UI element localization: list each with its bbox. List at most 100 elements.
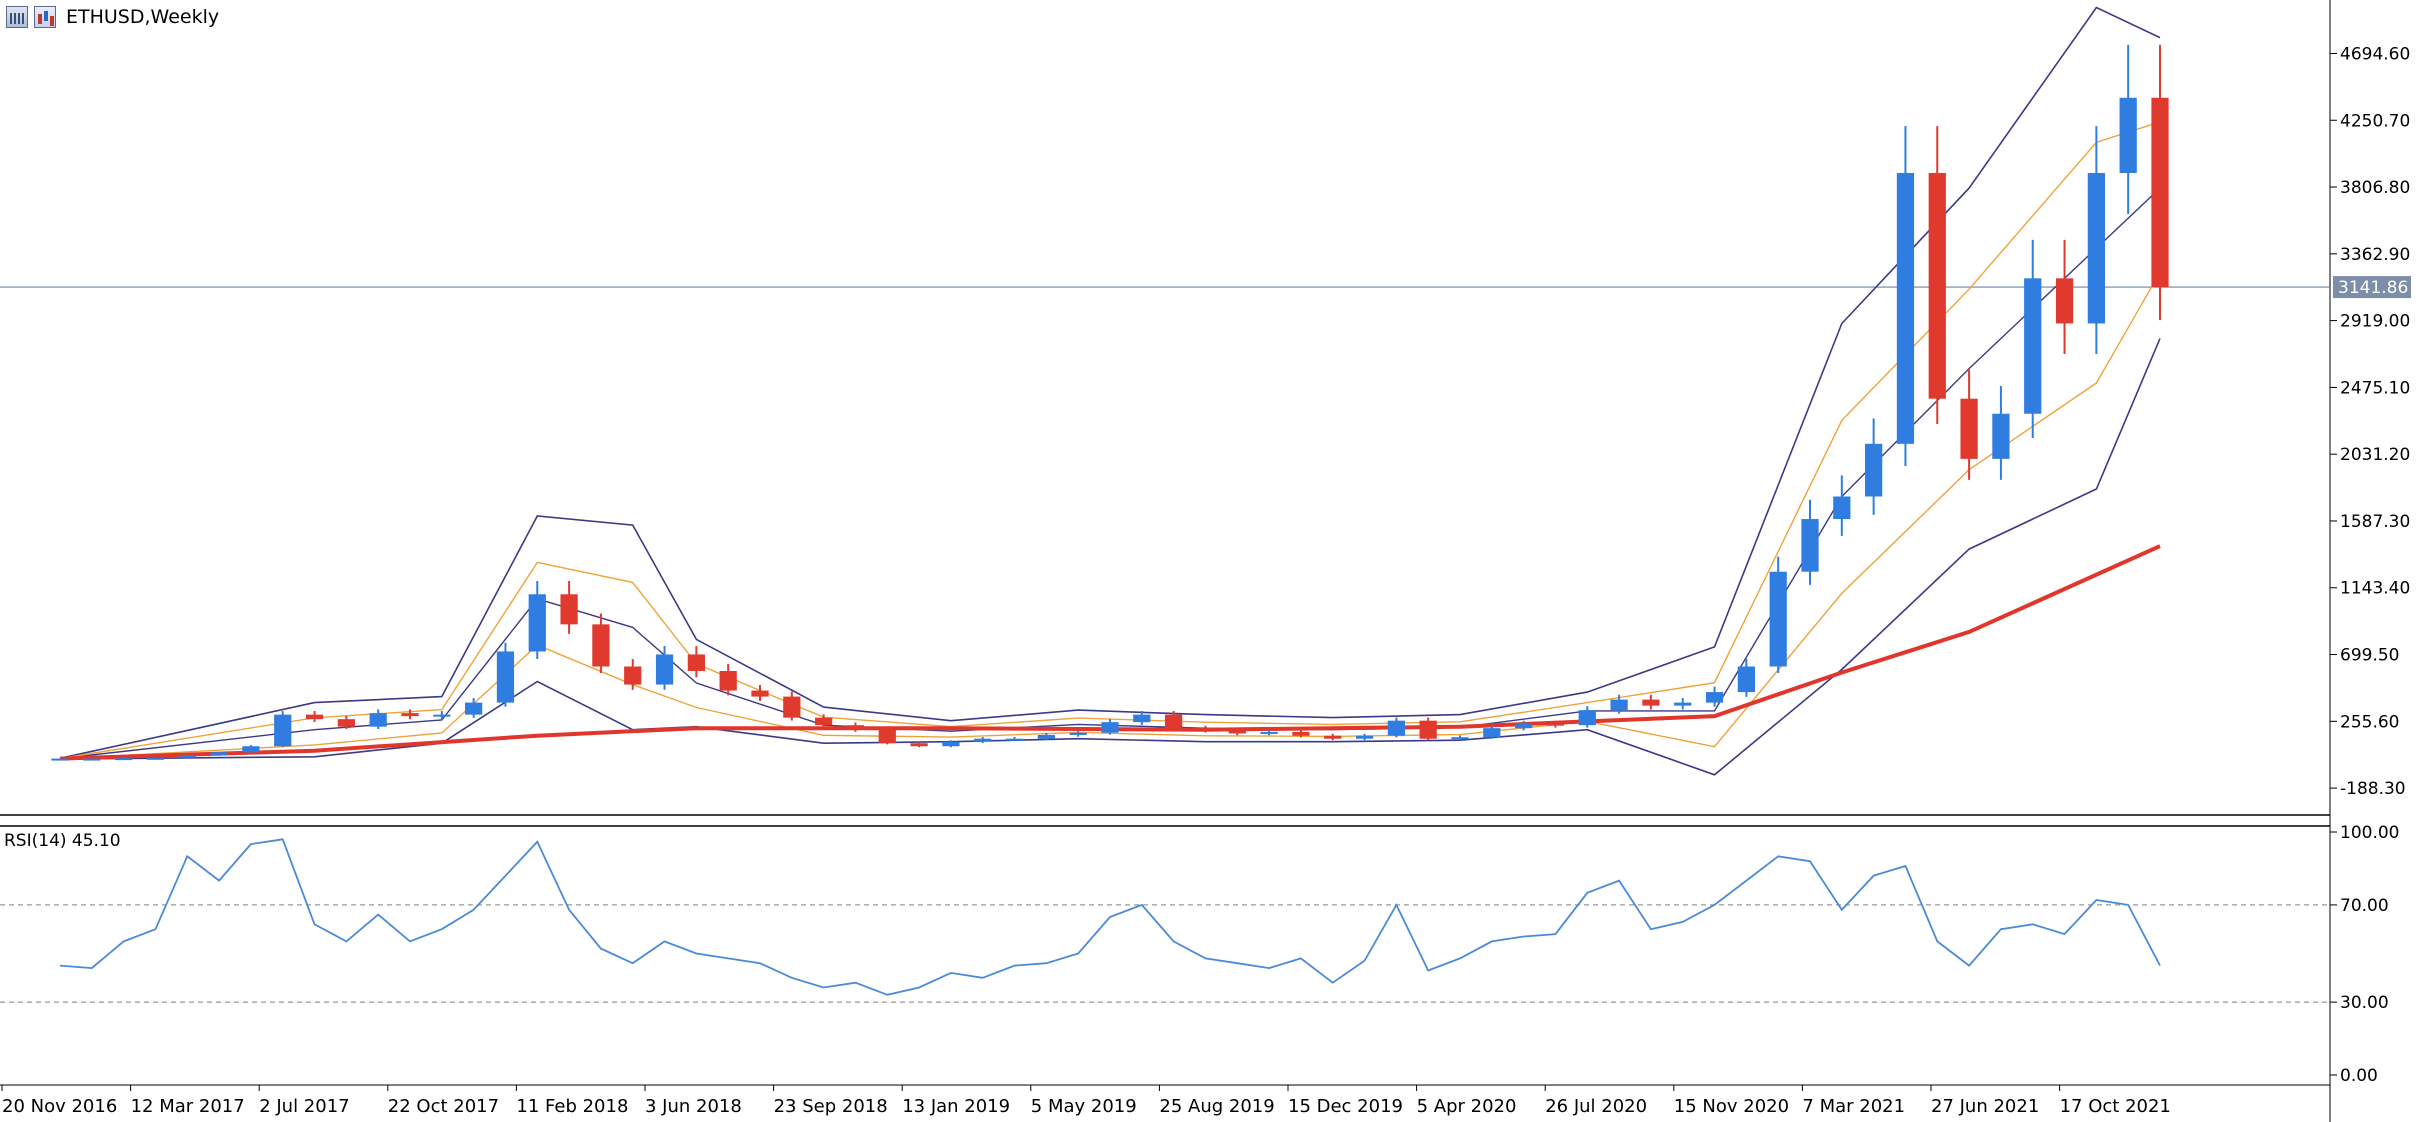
candle-body[interactable] (1228, 730, 1246, 734)
time-tick-label: 3 Jun 2018 (645, 1096, 742, 1117)
candle-body[interactable] (496, 651, 515, 703)
candle-body[interactable] (433, 714, 451, 717)
chart-header: ETHUSD,Weekly (6, 4, 219, 30)
candle-body[interactable] (1960, 398, 1978, 459)
candle-body[interactable] (1005, 738, 1024, 741)
time-tick-label: 22 Oct 2017 (388, 1096, 499, 1117)
candle-body[interactable] (1642, 699, 1660, 706)
candle-body[interactable] (1610, 699, 1628, 711)
candle-body[interactable] (242, 746, 260, 753)
candle-body[interactable] (1928, 173, 1946, 399)
time-tick-label: 5 May 2019 (1031, 1096, 1137, 1117)
candle-body[interactable] (1833, 496, 1851, 520)
candle-body[interactable] (655, 654, 674, 685)
candle-body[interactable] (528, 594, 546, 652)
price-tick-label: 4694.60 (2340, 44, 2410, 64)
candle-body[interactable] (465, 702, 483, 715)
price-tick-label: 1143.40 (2340, 579, 2410, 599)
candle-body[interactable] (401, 713, 419, 717)
candle-body[interactable] (719, 671, 737, 691)
candle-body[interactable] (1324, 735, 1342, 739)
price-tick-label: 2475.10 (2340, 378, 2410, 398)
candle-body[interactable] (1101, 722, 1119, 733)
candle-body[interactable] (1196, 728, 1215, 731)
candle-body[interactable] (1483, 728, 1501, 738)
candle-body[interactable] (178, 755, 196, 758)
candle-body[interactable] (1801, 519, 1819, 572)
candle-body[interactable] (146, 757, 165, 760)
candle-body[interactable] (783, 696, 801, 718)
candle-body[interactable] (305, 714, 324, 720)
candle-body[interactable] (2055, 278, 2074, 324)
candle-body[interactable] (337, 719, 355, 727)
time-tick-label: 27 Jun 2021 (1931, 1096, 2039, 1117)
candle-body[interactable] (2024, 278, 2042, 414)
time-tick-label: 7 Mar 2021 (1802, 1096, 1905, 1117)
price-tick-label: 699.50 (2340, 646, 2399, 666)
candle-body[interactable] (1451, 737, 1469, 740)
price-tick-label: 255.60 (2340, 712, 2399, 732)
rsi-title: RSI(14) 45.10 (4, 831, 121, 851)
candle-body[interactable] (1260, 731, 1278, 734)
candle-body[interactable] (1769, 571, 1787, 667)
time-tick-label: 25 Aug 2019 (1159, 1096, 1274, 1117)
candle-body[interactable] (1069, 732, 1087, 735)
rsi-tick-label: 100.00 (2340, 823, 2399, 843)
candle-body[interactable] (51, 758, 69, 761)
candle-body[interactable] (1292, 731, 1310, 736)
symbol-title: ETHUSD,Weekly (66, 6, 220, 28)
calendar-icon[interactable] (6, 6, 28, 28)
candle-body[interactable] (1037, 734, 1055, 739)
candle-body[interactable] (1355, 735, 1374, 739)
candle-body[interactable] (274, 714, 292, 747)
price-tick-label: 4250.70 (2340, 111, 2410, 131)
price-tick-label: 2919.00 (2340, 312, 2410, 332)
candle-body[interactable] (878, 729, 896, 744)
envelope-lower-line (59, 271, 2161, 760)
time-tick-label: 5 Apr 2020 (1417, 1096, 1517, 1117)
candle-body[interactable] (846, 725, 865, 730)
candle-body[interactable] (560, 594, 578, 625)
candle-body[interactable] (1896, 173, 1915, 444)
candle-body[interactable] (1865, 443, 1883, 497)
candle-body[interactable] (2087, 173, 2105, 324)
candle-body[interactable] (974, 738, 992, 742)
time-tick-label: 15 Dec 2019 (1288, 1096, 1403, 1117)
time-tick-label: 15 Nov 2020 (1674, 1096, 1789, 1117)
candle-body[interactable] (369, 713, 387, 727)
candle-body[interactable] (1992, 413, 2010, 459)
price-tick-label: 2031.20 (2340, 445, 2410, 465)
candle-body[interactable] (751, 690, 769, 697)
candle-body[interactable] (1133, 714, 1151, 723)
candle-body[interactable] (1737, 666, 1755, 693)
time-tick-label: 12 Mar 2017 (131, 1096, 245, 1117)
candle-body[interactable] (1546, 723, 1565, 726)
rsi-line (59, 838, 2161, 996)
time-tick-label: 23 Sep 2018 (774, 1096, 888, 1117)
time-tick-label: 20 Nov 2016 (2, 1096, 117, 1117)
candle-body[interactable] (1165, 714, 1183, 729)
candle-body[interactable] (2151, 97, 2169, 288)
candle-body[interactable] (942, 741, 960, 747)
candle-body[interactable] (1515, 723, 1533, 729)
candle-body[interactable] (815, 717, 833, 726)
candle-body[interactable] (910, 743, 928, 747)
candle-body[interactable] (592, 624, 610, 667)
candle-body[interactable] (1578, 710, 1596, 726)
candle-body[interactable] (210, 752, 228, 756)
candle-body[interactable] (115, 758, 133, 761)
chart-type-icon[interactable] (34, 6, 56, 28)
price-tick-label: 3362.90 (2340, 245, 2410, 265)
candle-body[interactable] (1705, 692, 1724, 703)
candle-body[interactable] (2119, 97, 2137, 174)
candle-body[interactable] (1387, 720, 1405, 736)
candle-body[interactable] (687, 654, 705, 672)
time-tick-label: 13 Jan 2019 (902, 1096, 1010, 1117)
current-price-tag (2333, 276, 2411, 299)
candle-body[interactable] (624, 666, 642, 685)
candle-body[interactable] (1674, 702, 1692, 706)
candle-body[interactable] (1419, 720, 1437, 739)
candle-body[interactable] (83, 758, 101, 761)
